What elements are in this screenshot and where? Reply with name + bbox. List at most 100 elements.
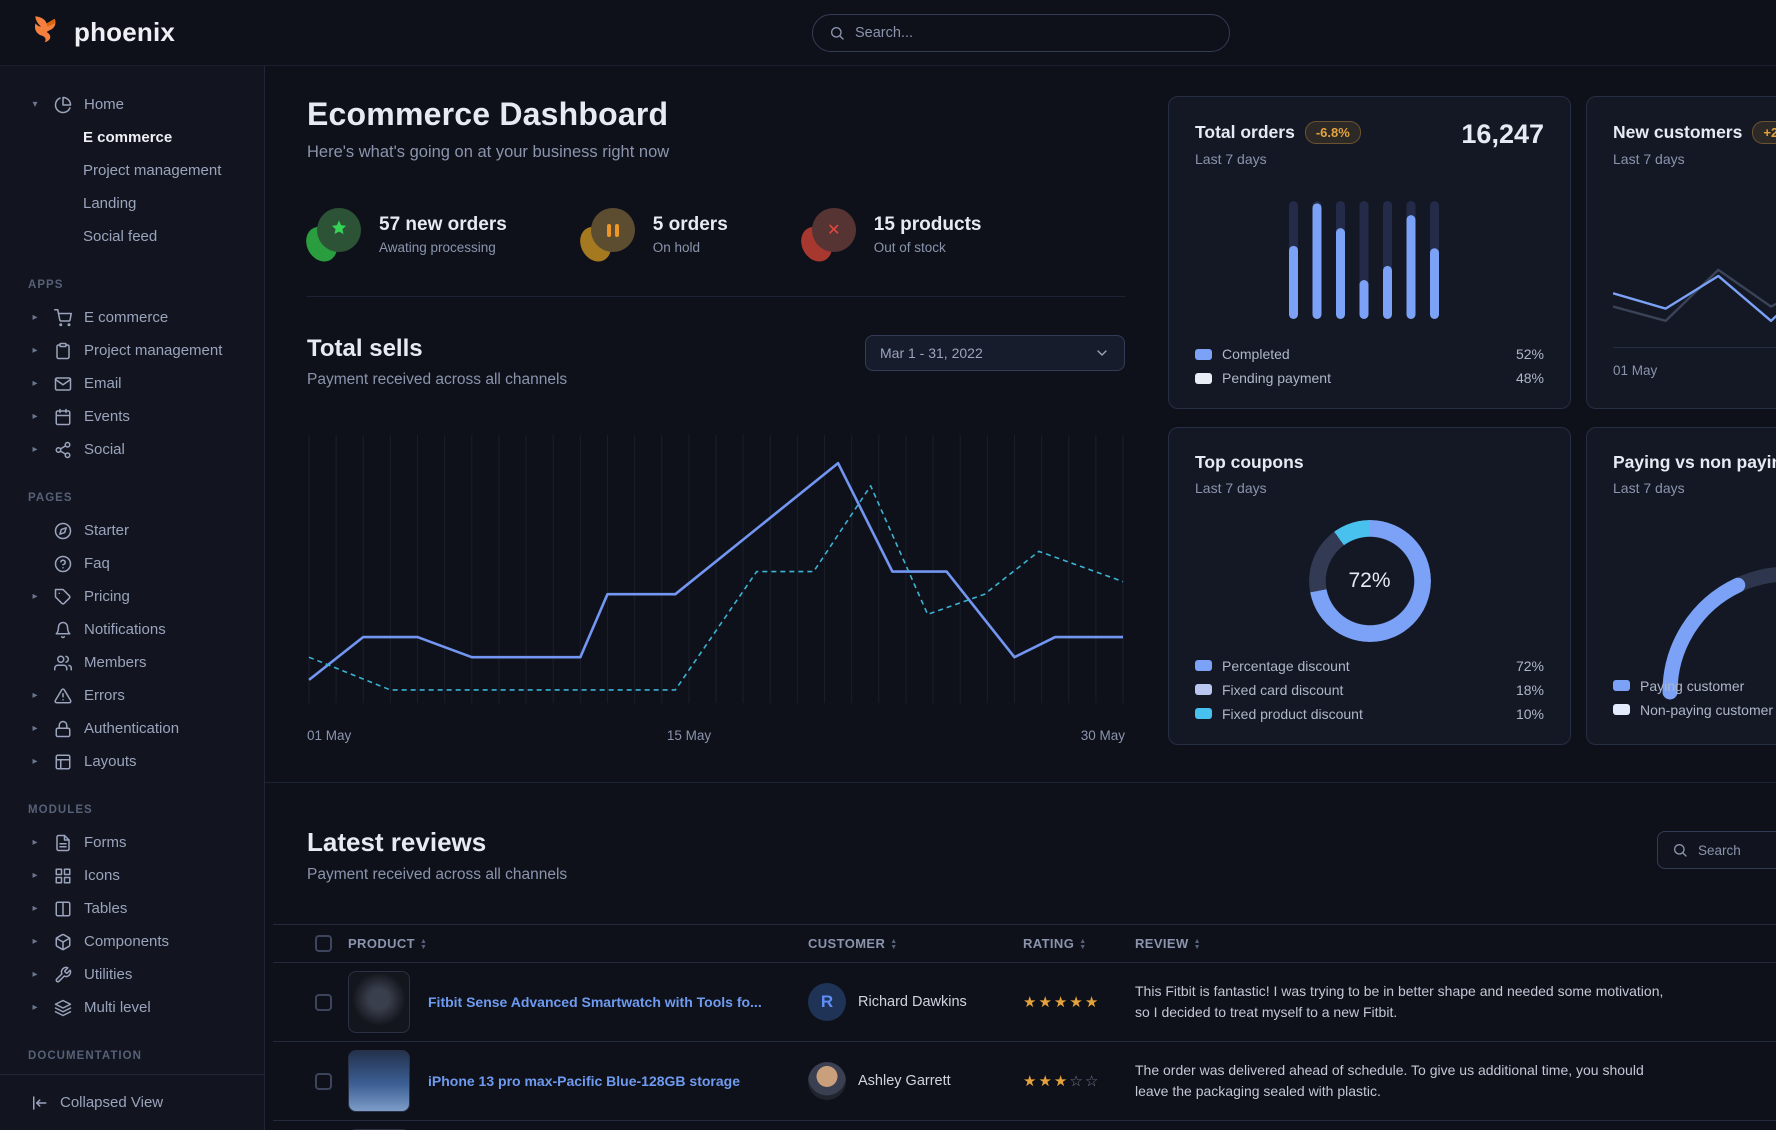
sidebar-item-components[interactable]: ▸ Components bbox=[0, 925, 264, 958]
sidebar-section-label: DOCUMENTATION bbox=[28, 1050, 142, 1062]
chevron-down-icon bbox=[1094, 345, 1110, 361]
legend-label: Fixed card discount bbox=[1222, 681, 1344, 698]
kpi-cards: Total orders -6.8% Last 7 days 16,247 Co… bbox=[1168, 96, 1776, 748]
reviews-table: PRODUCT ▲▼ CUSTOMER ▲▼ RATING ▲▼ REVIEW ▲▼ STATU… bbox=[273, 924, 1776, 1130]
reviews-search[interactable] bbox=[1657, 831, 1776, 869]
sidebar-item-authentication[interactable]: ▸ Authentication bbox=[0, 712, 264, 745]
sort-icon: ▲ ▼ bbox=[890, 937, 898, 951]
column-header-customer[interactable]: CUSTOMER ▲ ▼ bbox=[800, 924, 1015, 963]
card-period: Last 7 days bbox=[1195, 151, 1267, 167]
legend-item: Completed 52% bbox=[1195, 346, 1544, 362]
sidebar-item-tables[interactable]: ▸ Tables bbox=[0, 892, 264, 925]
x-tick: 01 May bbox=[1613, 363, 1658, 378]
date-range-select[interactable]: Mar 1 - 31, 2022 bbox=[865, 335, 1125, 371]
sidebar-item-layouts[interactable]: ▸ Layouts bbox=[0, 745, 264, 778]
row-checkbox[interactable] bbox=[315, 1072, 332, 1090]
legend-swatch bbox=[1195, 372, 1212, 384]
card-period: Last 7 days bbox=[1613, 151, 1685, 167]
sidebar-item-label: Errors bbox=[84, 687, 125, 704]
sidebar-item-email[interactable]: ▸ Email bbox=[0, 367, 264, 400]
legend-swatch bbox=[1195, 660, 1212, 671]
sidebar-item-icons[interactable]: ▸ Icons bbox=[0, 859, 264, 892]
sidebar-item-errors[interactable]: ▸ Errors bbox=[0, 679, 264, 712]
sidebar-section-label: MODULES bbox=[28, 804, 93, 816]
sidebar-item-social[interactable]: ▸ Social bbox=[0, 433, 264, 466]
global-search[interactable] bbox=[812, 14, 1230, 52]
sidebar-item-utilities[interactable]: ▸ Utilities bbox=[0, 958, 264, 991]
star-icon bbox=[317, 208, 361, 252]
reviews-search-input[interactable] bbox=[1698, 842, 1776, 858]
sidebar-item-home[interactable]: ▾ Home bbox=[0, 88, 264, 121]
collapse-view-button[interactable]: Collapsed View bbox=[0, 1074, 264, 1130]
sidebar-item-social-feed[interactable]: Social feed bbox=[83, 228, 158, 245]
x-tick: 15 May bbox=[666, 728, 712, 743]
tool-icon bbox=[54, 966, 72, 984]
columns-icon bbox=[54, 900, 72, 918]
select-all-checkbox[interactable] bbox=[315, 935, 332, 952]
help-circle-icon bbox=[54, 555, 72, 573]
customer-cell: Ashley Garrett bbox=[808, 1062, 1007, 1100]
sidebar-item-events[interactable]: ▸ Events bbox=[0, 400, 264, 433]
stat-caption: Out of stock bbox=[873, 239, 946, 255]
x-axis-labels: 01 May 15 May 30 May bbox=[307, 728, 1125, 748]
sidebar-item-project-management[interactable]: ▸ Project management bbox=[0, 334, 264, 367]
global-search-input[interactable] bbox=[855, 25, 1213, 41]
total-orders-bar-chart bbox=[1288, 201, 1439, 319]
legend-item: Percentage discount 72% bbox=[1195, 658, 1544, 674]
total-orders-badge: -6.8% bbox=[1304, 121, 1361, 144]
sidebar-item-starter[interactable]: Starter bbox=[0, 514, 264, 547]
paying-gauge-chart bbox=[1662, 566, 1776, 699]
column-header-status[interactable]: STATUS▲▼ bbox=[1687, 924, 1776, 963]
tag-icon bbox=[54, 588, 72, 606]
card-title: New customers bbox=[1613, 122, 1743, 142]
table-row: iPhone 13 pro max-Pacific Blue-128GB sto… bbox=[273, 1041, 1776, 1121]
series-current bbox=[1612, 274, 1776, 323]
total-orders-value: 16,247 bbox=[1461, 119, 1544, 149]
rating-stars: ★★★☆☆ bbox=[1023, 1072, 1101, 1090]
sidebar-item-label: Home bbox=[84, 96, 125, 113]
calendar-icon bbox=[54, 408, 72, 426]
stats-row: 57 new orders Awating processing 5 orders O… bbox=[300, 206, 1125, 267]
column-header-review[interactable]: REVIEW ▲ ▼ bbox=[1127, 924, 1687, 963]
stat-text: 5 orders On hold bbox=[653, 214, 728, 255]
sidebar-item-faq[interactable]: Faq bbox=[0, 547, 264, 580]
sidebar-item-forms[interactable]: ▸ Forms bbox=[0, 826, 264, 859]
page-subtitle: Here's what's going on at your business … bbox=[307, 143, 670, 161]
legend-item: Fixed product discount 10% bbox=[1195, 706, 1544, 722]
pause-icon bbox=[606, 223, 619, 237]
sidebar-item-notifications[interactable]: Notifications bbox=[0, 613, 264, 646]
legend-label: Fixed product discount bbox=[1222, 705, 1363, 722]
product-link[interactable]: iPhone 13 pro max-Pacific Blue-128GB sto… bbox=[428, 1073, 740, 1089]
sidebar-item-e-commerce[interactable]: E commerce bbox=[83, 129, 173, 146]
sidebar-item-label: Email bbox=[84, 375, 122, 392]
sidebar-item-project-management[interactable]: Project management bbox=[83, 162, 222, 179]
sidebar-item-label: Events bbox=[84, 408, 130, 425]
sidebar-item-multi-level[interactable]: ▸ Multi level bbox=[0, 991, 264, 1024]
divider bbox=[265, 782, 1776, 783]
mail-icon bbox=[54, 375, 72, 393]
chevron-right-icon: ▸ bbox=[32, 444, 38, 455]
sidebar-item-label: Pricing bbox=[84, 588, 130, 605]
search-icon bbox=[829, 25, 845, 41]
product-link[interactable]: Fitbit Sense Advanced Smartwatch with To… bbox=[428, 994, 762, 1010]
customer-cell: R Richard Dawkins bbox=[808, 983, 1007, 1021]
row-checkbox[interactable] bbox=[315, 993, 332, 1011]
column-header-product[interactable]: PRODUCT ▲ ▼ bbox=[340, 924, 800, 963]
column-header-rating[interactable]: RATING ▲ ▼ bbox=[1015, 924, 1127, 963]
customer-name: Ashley Garrett bbox=[858, 1073, 951, 1089]
product-cell: iPhone 13 pro max-Pacific Blue-128GB sto… bbox=[348, 1050, 792, 1112]
sidebar-item-e-commerce[interactable]: ▸ E commerce bbox=[0, 301, 264, 334]
collapse-left-icon bbox=[30, 1094, 48, 1112]
package-icon bbox=[54, 933, 72, 951]
sidebar-item-landing[interactable]: Landing bbox=[83, 195, 137, 212]
stat-caption: Awating processing bbox=[379, 239, 496, 255]
sidebar-item-members[interactable]: Members bbox=[0, 646, 264, 679]
column-header-label: RATING bbox=[1023, 936, 1075, 951]
sidebar-item-pricing[interactable]: ▸ Pricing bbox=[0, 580, 264, 613]
legend-item: Paying customer bbox=[1613, 678, 1773, 694]
shopping-cart-icon bbox=[54, 308, 72, 327]
card-title: Top coupons bbox=[1195, 451, 1304, 472]
brand[interactable]: phoenix bbox=[30, 13, 175, 52]
sidebar-section-label: APPS bbox=[28, 279, 64, 291]
star-badge-icon bbox=[300, 206, 363, 267]
